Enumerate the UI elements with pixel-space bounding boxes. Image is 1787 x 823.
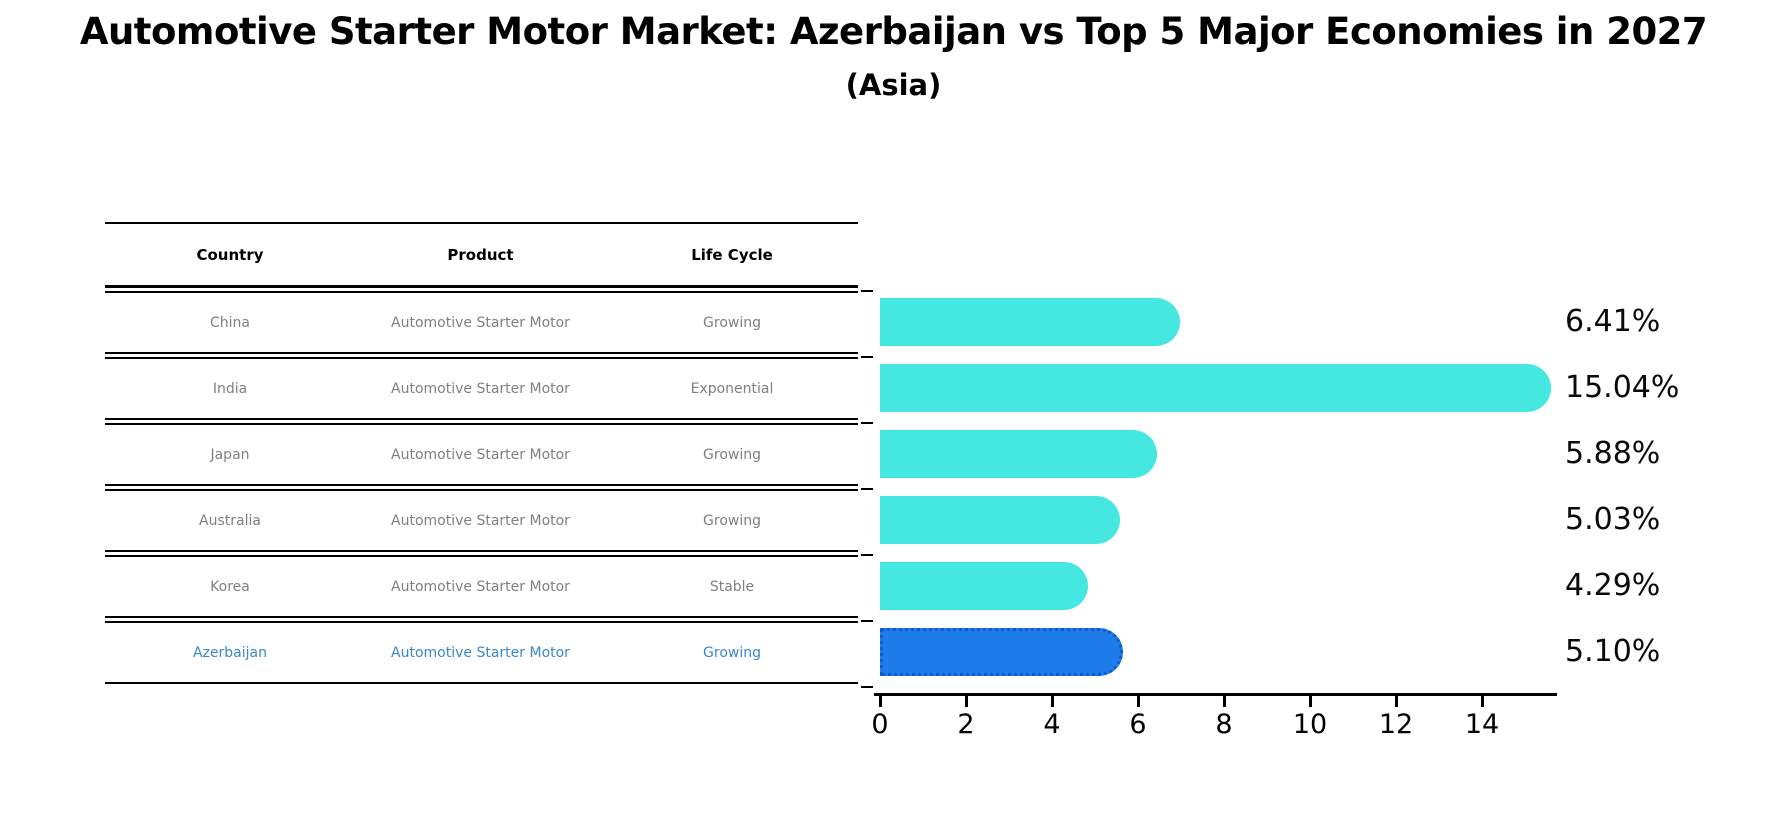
bar-value-label-india: 15.04% <box>1565 370 1680 405</box>
x-axis-line <box>874 693 1557 696</box>
country-cell: Korea <box>210 578 250 595</box>
bar-japan <box>880 430 1157 478</box>
product-cell: Automotive Starter Motor <box>391 512 570 529</box>
country-cell: India <box>212 380 248 397</box>
x-tick-mark <box>878 696 882 707</box>
table-row-azerbaijan: Azerbaijan Automotive Starter Motor Growin… <box>105 621 858 684</box>
x-tick-label: 2 <box>957 709 975 740</box>
chart-title: Automotive Starter Motor Market: Azerbai… <box>79 10 1708 53</box>
y-tick-mark <box>861 554 873 556</box>
x-tick-mark <box>1050 696 1054 707</box>
product-cell: Automotive Starter Motor <box>391 380 570 397</box>
table-row-china: China Automotive Starter Motor Growing <box>105 291 858 354</box>
bar-azerbaijan <box>880 628 1124 676</box>
country-cell: China <box>210 314 250 331</box>
bar-korea <box>880 562 1089 610</box>
lifecycle-cell: Stable <box>709 578 755 595</box>
country-cell: Japan <box>210 446 250 463</box>
lifecycle-cell: Growing <box>703 446 761 463</box>
x-tick-mark <box>1136 696 1140 707</box>
bar-value-label-azerbaijan: 5.10% <box>1565 634 1661 669</box>
x-tick-label: 4 <box>1043 709 1061 740</box>
bar-india <box>880 364 1551 412</box>
bar-china <box>880 298 1180 346</box>
y-tick-mark <box>861 620 873 622</box>
table-row-korea: Korea Automotive Starter Motor Stable <box>105 555 858 618</box>
bar-value-label-korea: 4.29% <box>1565 568 1661 603</box>
table-header-row: Country Product Life Cycle <box>105 222 858 288</box>
table-row-india: India Automotive Starter Motor Exponential <box>105 357 858 420</box>
product-cell: Automotive Starter Motor <box>391 314 570 331</box>
x-tick-label: 8 <box>1215 709 1233 740</box>
lifecycle-cell: Exponential <box>690 380 774 397</box>
lifecycle-cell: Growing <box>703 512 761 529</box>
x-tick-label: 6 <box>1129 709 1147 740</box>
column-header-lifecycle: Life Cycle <box>691 245 773 264</box>
lifecycle-cell: Growing <box>703 314 761 331</box>
x-tick-mark <box>1480 696 1484 707</box>
x-tick-label: 0 <box>871 709 889 740</box>
y-tick-mark <box>861 686 873 688</box>
table-row-australia: Australia Automotive Starter Motor Growing <box>105 489 858 552</box>
x-tick-mark <box>1222 696 1226 707</box>
bar-australia <box>880 496 1121 544</box>
y-tick-mark <box>861 422 873 424</box>
bar-value-label-australia: 5.03% <box>1565 502 1661 537</box>
country-table: Country Product Life Cycle China Automoti… <box>105 222 858 687</box>
column-header-product: Product <box>447 245 514 264</box>
bar-value-label-japan: 5.88% <box>1565 436 1661 471</box>
country-cell: Azerbaijan <box>193 644 267 661</box>
x-tick-mark <box>1308 696 1312 707</box>
y-tick-mark <box>861 290 873 292</box>
chart-subtitle: (Asia) <box>845 68 942 102</box>
table-row-japan: Japan Automotive Starter Motor Growing <box>105 423 858 486</box>
x-tick-mark <box>964 696 968 707</box>
y-tick-mark <box>861 356 873 358</box>
bar-value-label-china: 6.41% <box>1565 304 1661 339</box>
product-cell: Automotive Starter Motor <box>391 578 570 595</box>
y-tick-mark <box>861 488 873 490</box>
product-cell: Automotive Starter Motor <box>391 644 570 661</box>
country-cell: Australia <box>199 512 261 529</box>
lifecycle-cell: Growing <box>703 644 761 661</box>
x-tick-label: 10 <box>1292 709 1328 740</box>
column-header-country: Country <box>196 245 264 264</box>
x-tick-label: 12 <box>1378 709 1414 740</box>
product-cell: Automotive Starter Motor <box>391 446 570 463</box>
x-tick-label: 14 <box>1464 709 1500 740</box>
x-tick-mark <box>1394 696 1398 707</box>
